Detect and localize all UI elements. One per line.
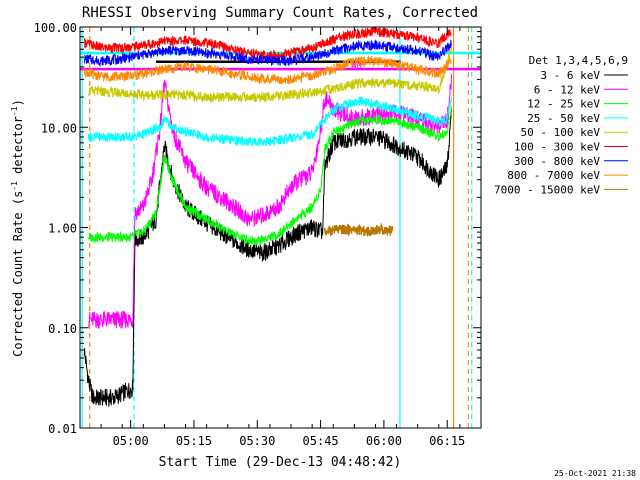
legend-label: 300 - 800 keV xyxy=(514,155,600,168)
y-tick-label: 1.00 xyxy=(48,222,77,236)
series-7 xyxy=(83,55,452,86)
series-line xyxy=(83,27,452,61)
series-5 xyxy=(83,27,452,61)
legend-label: 800 - 7000 keV xyxy=(507,169,600,182)
y-axis-label-superscript: -1 xyxy=(10,106,19,116)
footer-timestamp: 25-Oct-2021 21:38 xyxy=(554,469,636,478)
x-axis-ticks: 05:00 05:15 05:30 05:45 06:00 06:15 xyxy=(79,27,482,448)
series-line xyxy=(83,55,452,86)
legend-label: 7000 - 15000 keV xyxy=(494,183,600,196)
legend-label: 50 - 100 keV xyxy=(521,126,601,139)
series-lines xyxy=(83,27,452,407)
x-tick-label: 05:30 xyxy=(239,434,275,448)
y-axis-label-superscript: -1 xyxy=(10,181,19,191)
series-line xyxy=(83,107,452,407)
y-tick-label: 100.00 xyxy=(34,21,77,35)
series-line xyxy=(83,39,452,67)
series-1 xyxy=(87,73,452,329)
series-3 xyxy=(87,95,452,147)
y-axis-label: Corrected Count Rate (s-1 detector-1) xyxy=(10,99,25,357)
y-axis-ticks: 100.00 10.00 1.00 0.10 0.01 xyxy=(34,21,481,436)
series-line xyxy=(87,95,452,147)
x-tick-label: 05:00 xyxy=(113,434,149,448)
x-axis-label: Start Time (29-Dec-13 04:48:42) xyxy=(159,455,402,470)
series-line xyxy=(87,46,452,103)
plot-area xyxy=(80,27,481,428)
x-tick-label: 06:00 xyxy=(366,434,402,448)
y-tick-label: 0.10 xyxy=(48,322,77,336)
y-axis-label-part: Corrected Count Rate (s xyxy=(11,191,25,357)
series-6 xyxy=(83,39,452,67)
series-4 xyxy=(87,46,452,103)
y-tick-label: 0.01 xyxy=(48,422,77,436)
legend-label: 25 - 50 keV xyxy=(527,112,600,125)
y-axis-label-part: detector xyxy=(11,116,25,181)
x-tick-label: 05:15 xyxy=(176,434,212,448)
y-tick-label: 10.00 xyxy=(41,121,77,135)
y-axis-label-part: ) xyxy=(11,99,25,106)
series-line xyxy=(87,73,452,329)
legend-label: 12 - 25 keV xyxy=(527,98,600,111)
series-line xyxy=(87,105,452,246)
annotation-label: A0 xyxy=(351,62,362,72)
series-2 xyxy=(87,105,452,246)
legend-title: Det 1,3,4,5,6,9 xyxy=(529,54,628,67)
series-8 xyxy=(324,222,394,237)
x-tick-label: 06:15 xyxy=(429,434,465,448)
legend-label: 3 - 6 keV xyxy=(540,69,600,82)
legend-label: 6 - 12 keV xyxy=(534,83,601,96)
chart-title: RHESSI Observing Summary Count Rates, Co… xyxy=(82,5,478,21)
x-tick-label: 05:45 xyxy=(303,434,339,448)
legend-label: 100 - 300 keV xyxy=(514,141,600,154)
series-0 xyxy=(83,107,452,407)
annotations: A0 xyxy=(351,62,362,72)
series-line xyxy=(324,222,394,237)
